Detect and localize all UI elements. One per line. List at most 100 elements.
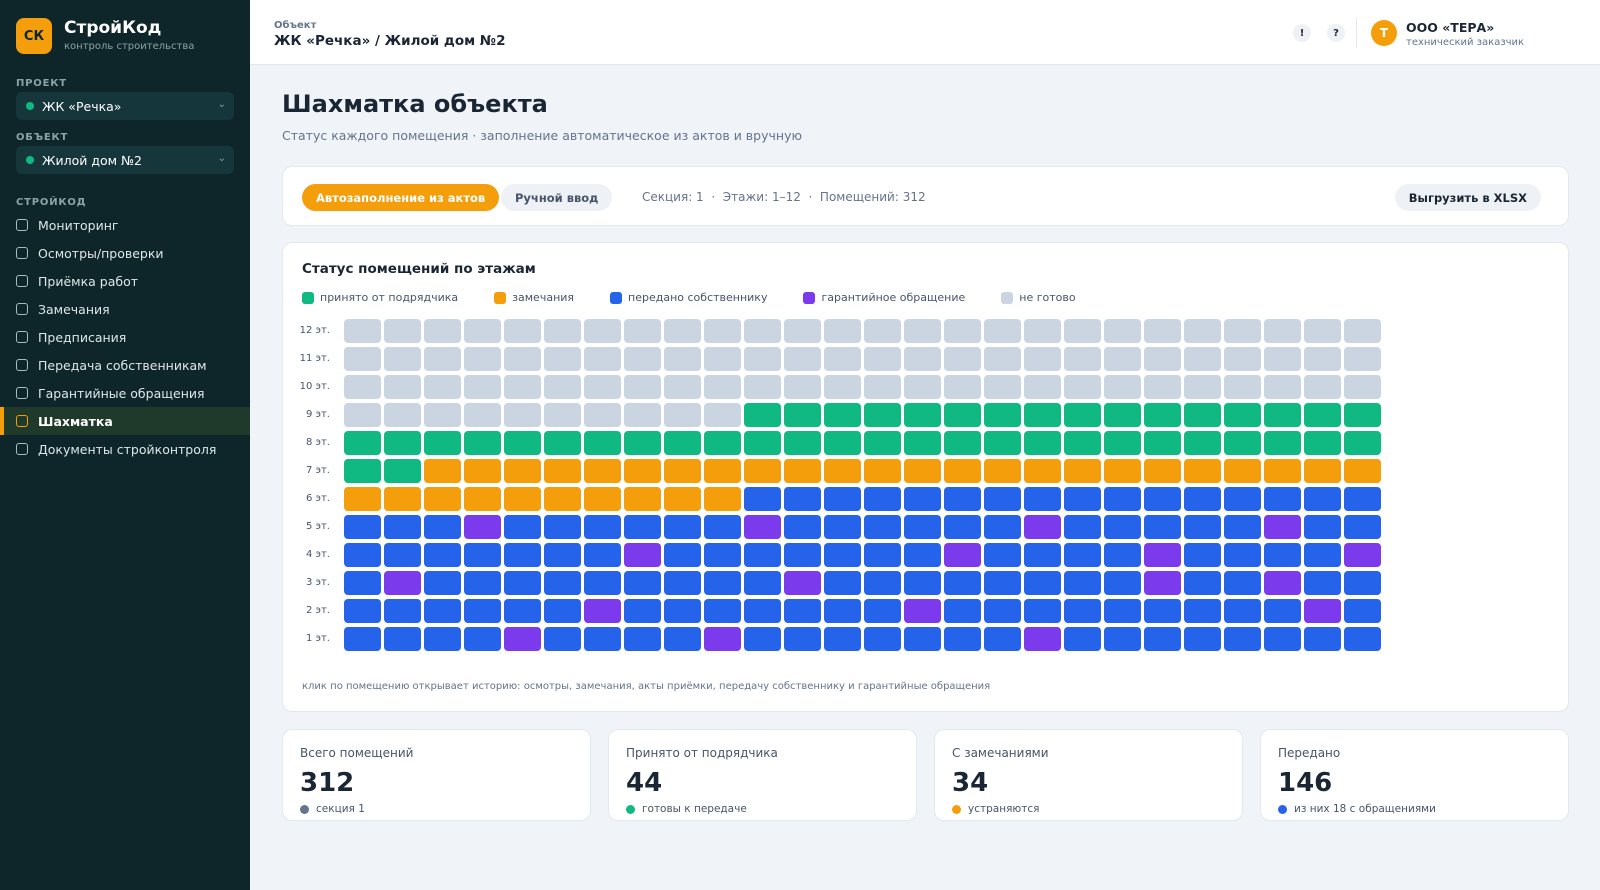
room-cell[interactable] xyxy=(824,487,861,511)
room-cell[interactable] xyxy=(824,627,861,651)
room-cell[interactable] xyxy=(384,571,421,595)
room-cell[interactable] xyxy=(344,543,381,567)
sidebar-item[interactable]: Предписания xyxy=(0,323,250,351)
room-cell[interactable] xyxy=(504,627,541,651)
room-cell[interactable] xyxy=(824,543,861,567)
room-cell[interactable] xyxy=(464,431,501,455)
room-cell[interactable] xyxy=(1184,347,1221,371)
sidebar-item[interactable]: Шахматка xyxy=(0,407,250,435)
room-cell[interactable] xyxy=(1104,571,1141,595)
room-cell[interactable] xyxy=(424,571,461,595)
room-cell[interactable] xyxy=(1264,431,1301,455)
room-cell[interactable] xyxy=(1064,459,1101,483)
room-cell[interactable] xyxy=(784,627,821,651)
room-cell[interactable] xyxy=(704,487,741,511)
room-cell[interactable] xyxy=(1144,599,1181,623)
room-cell[interactable] xyxy=(664,515,701,539)
room-cell[interactable] xyxy=(1104,375,1141,399)
room-cell[interactable] xyxy=(624,627,661,651)
room-cell[interactable] xyxy=(544,487,581,511)
room-cell[interactable] xyxy=(744,319,781,343)
room-cell[interactable] xyxy=(584,627,621,651)
room-cell[interactable] xyxy=(944,487,981,511)
room-cell[interactable] xyxy=(424,319,461,343)
room-cell[interactable] xyxy=(1264,375,1301,399)
room-cell[interactable] xyxy=(344,627,381,651)
room-cell[interactable] xyxy=(984,431,1021,455)
room-cell[interactable] xyxy=(704,403,741,427)
help-icon[interactable]: ? xyxy=(1327,24,1345,42)
room-cell[interactable] xyxy=(1024,571,1061,595)
room-cell[interactable] xyxy=(944,431,981,455)
room-cell[interactable] xyxy=(344,599,381,623)
room-cell[interactable] xyxy=(944,599,981,623)
room-cell[interactable] xyxy=(904,599,941,623)
room-cell[interactable] xyxy=(544,571,581,595)
room-cell[interactable] xyxy=(624,459,661,483)
room-cell[interactable] xyxy=(864,543,901,567)
room-cell[interactable] xyxy=(1024,543,1061,567)
room-cell[interactable] xyxy=(1184,375,1221,399)
room-cell[interactable] xyxy=(1264,403,1301,427)
room-cell[interactable] xyxy=(1144,571,1181,595)
room-cell[interactable] xyxy=(704,543,741,567)
sidebar-item[interactable]: Документы стройконтроля xyxy=(0,435,250,463)
room-cell[interactable] xyxy=(1064,599,1101,623)
room-cell[interactable] xyxy=(704,375,741,399)
room-cell[interactable] xyxy=(864,319,901,343)
room-cell[interactable] xyxy=(784,571,821,595)
room-cell[interactable] xyxy=(1304,599,1341,623)
room-cell[interactable] xyxy=(904,515,941,539)
room-cell[interactable] xyxy=(1184,627,1221,651)
room-cell[interactable] xyxy=(1344,571,1381,595)
room-cell[interactable] xyxy=(584,459,621,483)
room-cell[interactable] xyxy=(584,319,621,343)
room-cell[interactable] xyxy=(384,627,421,651)
room-cell[interactable] xyxy=(1024,319,1061,343)
room-cell[interactable] xyxy=(944,459,981,483)
sidebar-item[interactable]: Осмотры/проверки xyxy=(0,239,250,267)
room-cell[interactable] xyxy=(1224,599,1261,623)
sidebar-item[interactable]: Замечания xyxy=(0,295,250,323)
room-cell[interactable] xyxy=(664,543,701,567)
room-cell[interactable] xyxy=(1104,627,1141,651)
room-cell[interactable] xyxy=(1264,347,1301,371)
room-cell[interactable] xyxy=(824,515,861,539)
room-cell[interactable] xyxy=(1224,347,1261,371)
room-cell[interactable] xyxy=(1344,459,1381,483)
room-cell[interactable] xyxy=(504,347,541,371)
room-cell[interactable] xyxy=(1184,431,1221,455)
room-cell[interactable] xyxy=(824,571,861,595)
room-cell[interactable] xyxy=(1344,543,1381,567)
room-cell[interactable] xyxy=(744,515,781,539)
room-cell[interactable] xyxy=(384,347,421,371)
room-cell[interactable] xyxy=(1104,487,1141,511)
room-cell[interactable] xyxy=(1064,515,1101,539)
room-cell[interactable] xyxy=(984,487,1021,511)
room-cell[interactable] xyxy=(424,459,461,483)
room-cell[interactable] xyxy=(544,627,581,651)
room-cell[interactable] xyxy=(664,431,701,455)
room-cell[interactable] xyxy=(1104,515,1141,539)
room-cell[interactable] xyxy=(1064,319,1101,343)
room-cell[interactable] xyxy=(1064,431,1101,455)
room-cell[interactable] xyxy=(1144,347,1181,371)
brand[interactable]: СК СтройКод контроль строительства xyxy=(16,18,194,54)
room-cell[interactable] xyxy=(1264,319,1301,343)
room-cell[interactable] xyxy=(544,431,581,455)
manual-input-button[interactable]: Ручной ввод xyxy=(501,184,613,211)
room-cell[interactable] xyxy=(704,571,741,595)
room-cell[interactable] xyxy=(864,515,901,539)
room-cell[interactable] xyxy=(1064,487,1101,511)
room-cell[interactable] xyxy=(784,487,821,511)
room-cell[interactable] xyxy=(664,627,701,651)
room-cell[interactable] xyxy=(1144,375,1181,399)
room-cell[interactable] xyxy=(1224,571,1261,595)
room-cell[interactable] xyxy=(1264,627,1301,651)
room-cell[interactable] xyxy=(1024,599,1061,623)
room-cell[interactable] xyxy=(624,571,661,595)
room-cell[interactable] xyxy=(1304,487,1341,511)
room-cell[interactable] xyxy=(744,459,781,483)
room-cell[interactable] xyxy=(1104,319,1141,343)
room-cell[interactable] xyxy=(344,375,381,399)
